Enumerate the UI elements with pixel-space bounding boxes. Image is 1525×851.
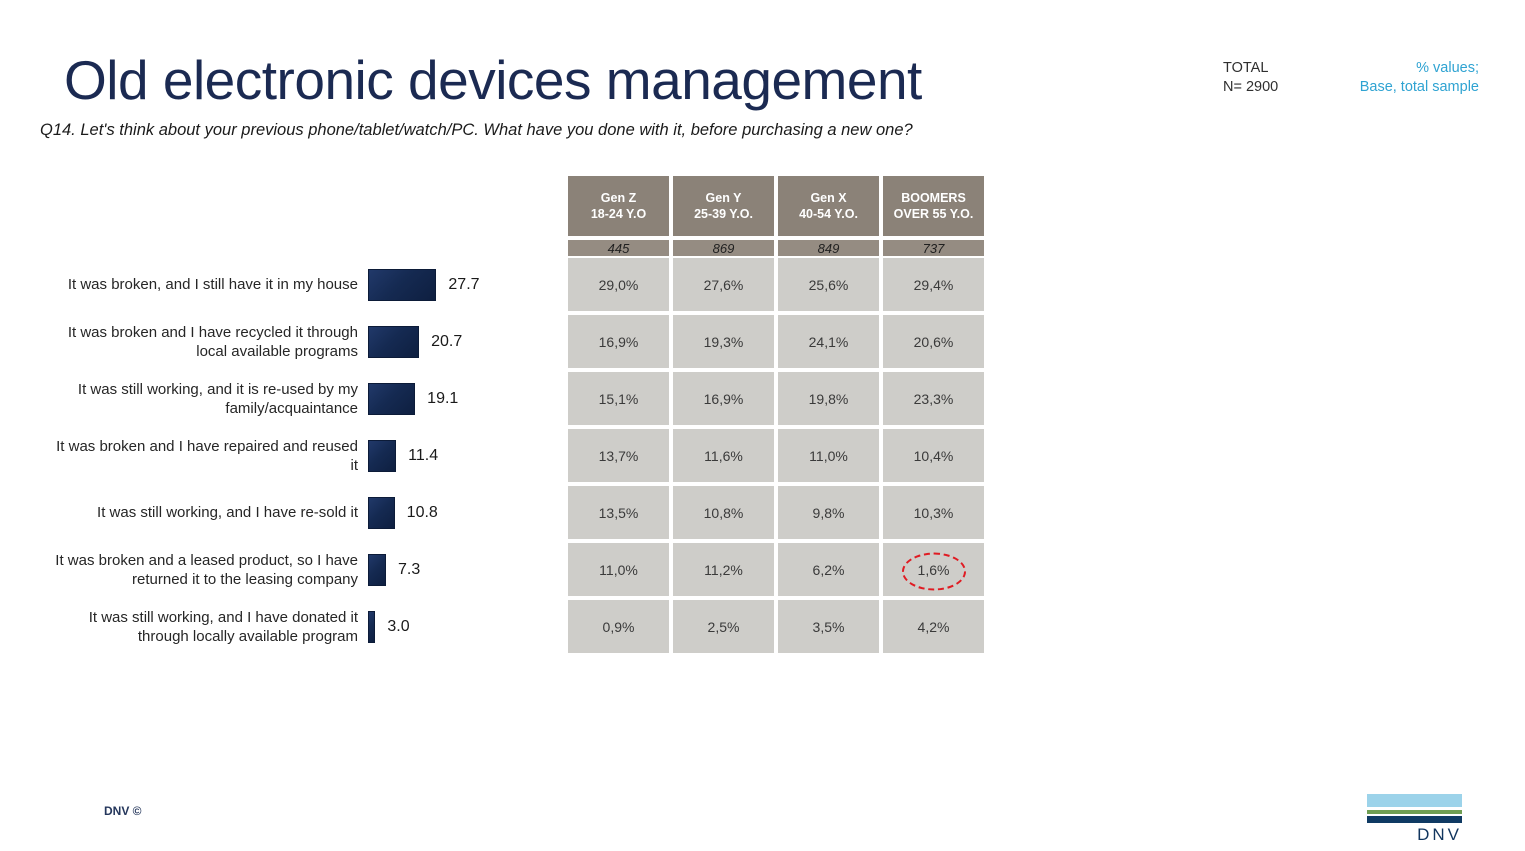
total-block: TOTAL N= 2900	[1223, 59, 1278, 97]
chart-category-label: It was broken, and I still have it in my…	[67, 276, 358, 293]
highlight-ellipse	[901, 552, 966, 591]
page-title: Old electronic devices management	[64, 49, 922, 111]
table-cell: 16,9%	[673, 372, 774, 425]
table-row: 13,7% 11,6% 11,0% 10,4%	[568, 429, 984, 482]
chart-bar	[368, 325, 420, 358]
table-cell: 19,3%	[673, 315, 774, 368]
table-cell: 9,8%	[778, 486, 879, 539]
chart-category-label: It was broken and I have repaired and re…	[56, 437, 358, 474]
table-cell: 11,0%	[568, 543, 669, 596]
chart-bar	[368, 439, 397, 472]
bar-chart: It was broken, and I still have it in my…	[0, 0, 560, 851]
logo-bar-navy	[1367, 816, 1462, 823]
generation-age: OVER 55 Y.O.	[893, 207, 974, 221]
table-cell: 3,5%	[778, 600, 879, 653]
chart-category-label: It was still working, and I have re-sold…	[97, 504, 358, 521]
chart-row: It was still working, and I have donated…	[48, 600, 560, 653]
chart-row: It was broken and I have repaired and re…	[48, 429, 560, 482]
table-base-cell: 849	[778, 240, 879, 256]
question-text: Q14. Let's think about your previous pho…	[40, 121, 913, 139]
generation-age: 40-54 Y.O.	[799, 207, 858, 221]
table-header: Gen Z 18-24 Y.O Gen Y 25-39 Y.O. Gen X 40-54 …	[568, 176, 984, 236]
table-row: 29,0% 27,6% 25,6% 29,4%	[568, 258, 984, 311]
chart-value-label: 20.7	[431, 332, 463, 350]
table-row: 15,1% 16,9% 19,8% 23,3%	[568, 372, 984, 425]
table-row: 13,5% 10,8% 9,8% 10,3%	[568, 486, 984, 539]
table-cell: 1,6%	[883, 543, 984, 596]
chart-value-label: 3.0	[387, 617, 410, 635]
total-label: TOTAL	[1223, 60, 1269, 76]
dnv-logo-text: DNV	[1417, 825, 1462, 844]
table-cell: 24,1%	[778, 315, 879, 368]
generation-name: Gen Z	[600, 191, 637, 205]
table-cell: 27,6%	[673, 258, 774, 311]
table-cell: 10,8%	[673, 486, 774, 539]
table-header-cell: Gen Z 18-24 Y.O	[568, 176, 669, 236]
table-cell: 11,0%	[778, 429, 879, 482]
table-cell: 0,9%	[568, 600, 669, 653]
table-cell: 19,8%	[778, 372, 879, 425]
generation-age: 18-24 Y.O	[590, 207, 647, 221]
generation-table: Gen Z 18-24 Y.O Gen Y 25-39 Y.O. Gen X 40-54 …	[568, 176, 984, 654]
chart-bar	[368, 268, 437, 301]
table-header-cell: BOOMERS OVER 55 Y.O.	[883, 176, 984, 236]
table-cell: 23,3%	[883, 372, 984, 425]
generation-name: Gen X	[810, 191, 847, 205]
table-cell: 15,1%	[568, 372, 669, 425]
table-cell: 13,5%	[568, 486, 669, 539]
table-cell: 16,9%	[568, 315, 669, 368]
chart-value-label: 11.4	[408, 446, 439, 464]
note-block: % values; Base, total sample	[1360, 59, 1479, 97]
table-base-row: 445 869 849 737	[568, 240, 984, 256]
chart-row: It was broken and a leased product, so I…	[48, 543, 560, 596]
table-base-cell: 737	[883, 240, 984, 256]
table-cell: 2,5%	[673, 600, 774, 653]
table-cell: 6,2%	[778, 543, 879, 596]
dnv-logo: DNV	[1367, 794, 1462, 845]
table-cell: 25,6%	[778, 258, 879, 311]
chart-category-label: It was still working, and I have donated…	[88, 608, 358, 645]
table-cell: 11,6%	[673, 429, 774, 482]
chart-value-label: 19.1	[427, 389, 459, 407]
chart-category-label: It was broken and I have recycled it thr…	[67, 323, 358, 360]
chart-row: It was still working, and it is re-used …	[48, 372, 560, 425]
chart-value-label: 27.7	[448, 275, 480, 293]
footer-copyright: DNV ©	[104, 804, 142, 818]
chart-row: It was broken, and I still have it in my…	[48, 258, 560, 311]
logo-bar-lightblue	[1367, 794, 1462, 807]
logo-bar-green	[1367, 810, 1462, 814]
note-percent-values: % values;	[1416, 60, 1479, 76]
chart-category-label: It was still working, and it is re-used …	[77, 380, 358, 417]
table-cell: 20,6%	[883, 315, 984, 368]
table-cell: 29,0%	[568, 258, 669, 311]
chart-category-label: It was broken and a leased product, so I…	[55, 551, 358, 588]
table-cell: 11,2%	[673, 543, 774, 596]
table-header-cell: Gen Y 25-39 Y.O.	[673, 176, 774, 236]
chart-bar	[368, 610, 376, 643]
total-n: N= 2900	[1223, 79, 1279, 95]
chart-value-label: 10.8	[406, 503, 438, 521]
chart-bar	[368, 382, 416, 415]
chart-row: It was broken and I have recycled it thr…	[48, 315, 560, 368]
chart-value-label: 7.3	[398, 560, 421, 578]
generation-name: Gen Y	[705, 191, 742, 205]
table-base-cell: 869	[673, 240, 774, 256]
generation-name: BOOMERS	[901, 191, 966, 205]
table-cell: 10,4%	[883, 429, 984, 482]
table-cell: 29,4%	[883, 258, 984, 311]
chart-bar	[368, 553, 387, 586]
table-cell: 4,2%	[883, 600, 984, 653]
table-row: 11,0% 11,2% 6,2% 1,6%	[568, 543, 984, 596]
table-cell: 10,3%	[883, 486, 984, 539]
table-cell: 13,7%	[568, 429, 669, 482]
chart-row: It was still working, and I have re-sold…	[48, 486, 560, 539]
table-base-cell: 445	[568, 240, 669, 256]
table-header-cell: Gen X 40-54 Y.O.	[778, 176, 879, 236]
note-base-sample: Base, total sample	[1359, 79, 1479, 95]
table-row: 0,9% 2,5% 3,5% 4,2%	[568, 600, 984, 653]
chart-bar	[368, 496, 395, 529]
generation-age: 25-39 Y.O.	[694, 207, 753, 221]
table-row: 16,9% 19,3% 24,1% 20,6%	[568, 315, 984, 368]
